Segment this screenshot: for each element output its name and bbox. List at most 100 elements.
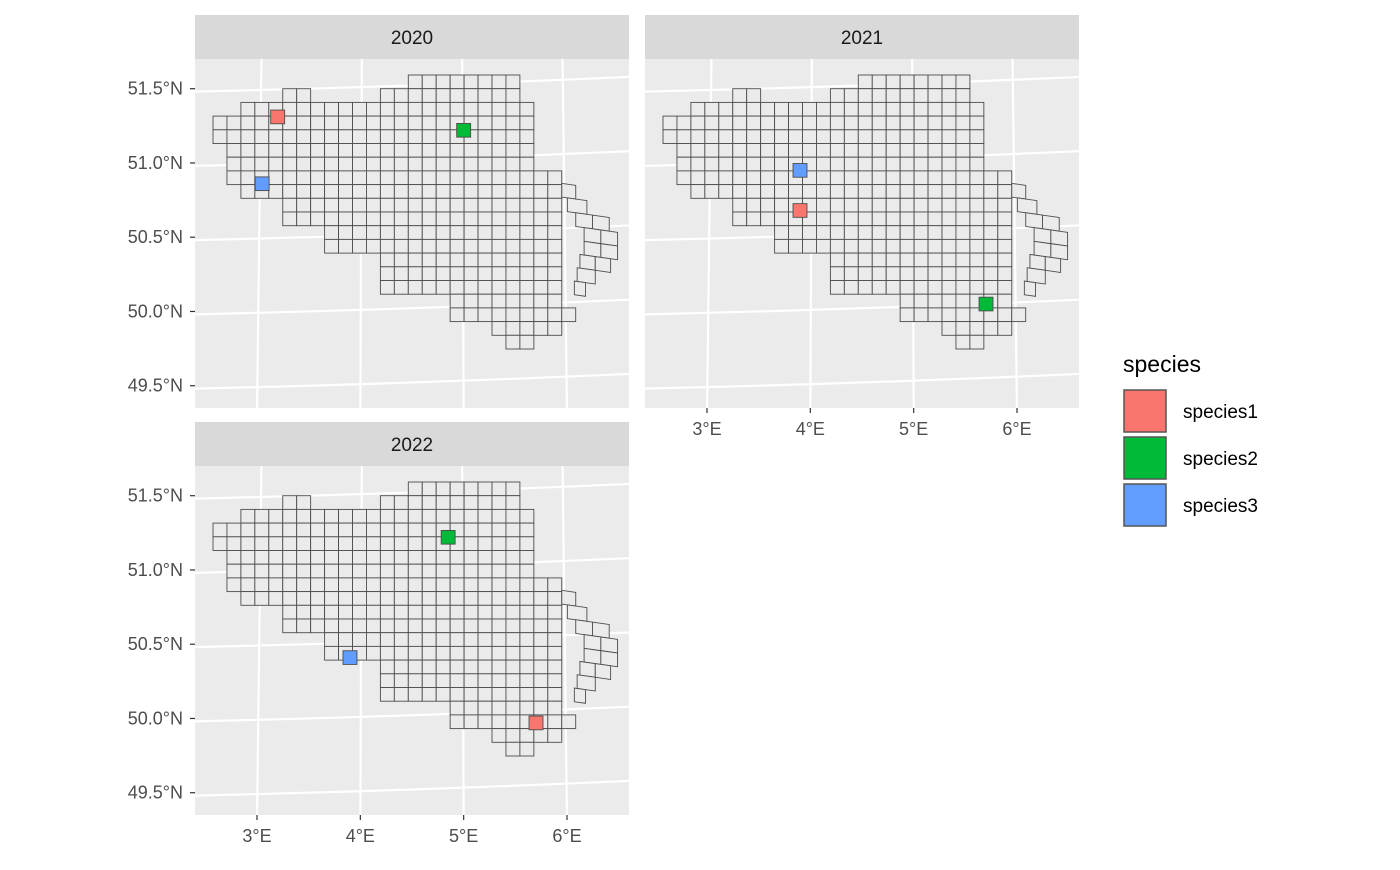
- grid-cell: [519, 536, 535, 551]
- grid-cell: [676, 170, 692, 186]
- grid-cell: [983, 184, 999, 199]
- grid-cell: [969, 184, 985, 199]
- x-tick-label: 6°E: [552, 826, 581, 846]
- grid-cell: [885, 129, 901, 144]
- grid-cell: [491, 495, 507, 510]
- grid-cell: [913, 170, 929, 186]
- grid-cell: [421, 604, 437, 620]
- grid-cell: [913, 266, 929, 281]
- grid-cell: [573, 280, 586, 297]
- grid-cell: [366, 550, 381, 565]
- grid-cell: [816, 115, 831, 131]
- grid-cell: [407, 563, 423, 579]
- grid-cell: [871, 266, 887, 281]
- grid-cell: [913, 280, 929, 295]
- grid-cell: [955, 197, 971, 213]
- grid-cell: [955, 238, 971, 254]
- grid-cell: [816, 101, 831, 117]
- grid-cell: [829, 280, 845, 295]
- grid-cell: [899, 266, 915, 281]
- grid-cell: [533, 659, 549, 675]
- grid-cell: [983, 197, 999, 213]
- grid-cell: [296, 129, 312, 144]
- grid-cell: [519, 129, 535, 144]
- grid-cell: [463, 508, 479, 524]
- grid-cell: [899, 211, 915, 227]
- grid-cell: [505, 156, 521, 172]
- grid-cell: [533, 252, 549, 268]
- grid-cell: [338, 604, 353, 620]
- grid-cell: [310, 211, 326, 227]
- grid-cell: [282, 211, 298, 227]
- grid-cell: [240, 563, 256, 579]
- grid-cell: [463, 143, 479, 158]
- grid-cell: [732, 170, 748, 186]
- grid-cell: [421, 115, 437, 131]
- grid-cell: [547, 673, 563, 688]
- grid-cell: [324, 522, 340, 538]
- grid-cell: [254, 522, 270, 538]
- grid-cell: [491, 687, 507, 702]
- x-tick-label: 5°E: [899, 419, 928, 439]
- grid-cell: [421, 252, 437, 268]
- grid-cell: [282, 522, 298, 538]
- grid-cell: [491, 714, 507, 730]
- grid-cell: [505, 741, 521, 757]
- grid-cell: [547, 266, 563, 281]
- grid-cell: [324, 508, 340, 524]
- grid-cell: [533, 632, 549, 647]
- grid-cell: [254, 508, 270, 524]
- grid-cell: [268, 550, 284, 565]
- grid-cell: [366, 577, 381, 593]
- grid-cell: [533, 687, 549, 702]
- grid-cell: [941, 170, 957, 186]
- grid-cell: [282, 536, 298, 551]
- grid-cell: [296, 115, 312, 131]
- grid-cell: [421, 266, 437, 281]
- grid-cell: [393, 211, 409, 227]
- grid-cell: [379, 101, 395, 117]
- grid-cell: [407, 143, 423, 158]
- grid-cell: [491, 184, 507, 199]
- grid-cell: [449, 714, 465, 730]
- grid-cell: [212, 522, 228, 538]
- graticule-parallel: [195, 779, 629, 797]
- grid-cell: [690, 143, 706, 158]
- grid-cell: [983, 170, 999, 186]
- grid-cell: [338, 170, 353, 186]
- x-tick-label: 4°E: [796, 419, 825, 439]
- grid-cell: [491, 101, 507, 117]
- y-tick-label: 51.5°N: [128, 486, 183, 506]
- grid-cell: [955, 170, 971, 186]
- grid-cell: [407, 508, 423, 524]
- grid-cell: [829, 101, 845, 117]
- grid-cell: [268, 577, 284, 593]
- grid-cell: [561, 307, 577, 323]
- grid-cell: [421, 88, 437, 103]
- grid-cell: [324, 211, 340, 227]
- occupied-cell-species3: [792, 163, 808, 178]
- graticule-meridian: [561, 466, 569, 815]
- grid-cell: [463, 211, 479, 227]
- grid-cell: [379, 508, 395, 524]
- grid-cell: [407, 550, 423, 565]
- grid-cell: [857, 252, 873, 268]
- grid-cell: [463, 673, 479, 688]
- grid-cell: [310, 508, 326, 524]
- grid-cell: [338, 536, 353, 551]
- grid-cell: [379, 577, 395, 593]
- grid-cell: [997, 321, 1013, 336]
- facet-panel-2022: 2022 51.5°N 51.0°N 50.5°N 50.0°N 49.5°N 3°E 4°E…: [128, 422, 629, 846]
- grid-cell: [505, 659, 521, 675]
- grid-cell: [690, 170, 706, 186]
- grid-cell: [268, 184, 284, 199]
- grid-cell: [732, 156, 748, 172]
- grid-cell: [366, 618, 381, 634]
- grid-cell: [435, 129, 451, 144]
- grid-cell: [463, 536, 479, 551]
- grid-cell: [379, 687, 395, 702]
- grid-cell: [547, 700, 563, 716]
- grid-cell: [421, 225, 437, 240]
- grid-cell: [296, 618, 312, 634]
- grid-cell: [435, 550, 451, 565]
